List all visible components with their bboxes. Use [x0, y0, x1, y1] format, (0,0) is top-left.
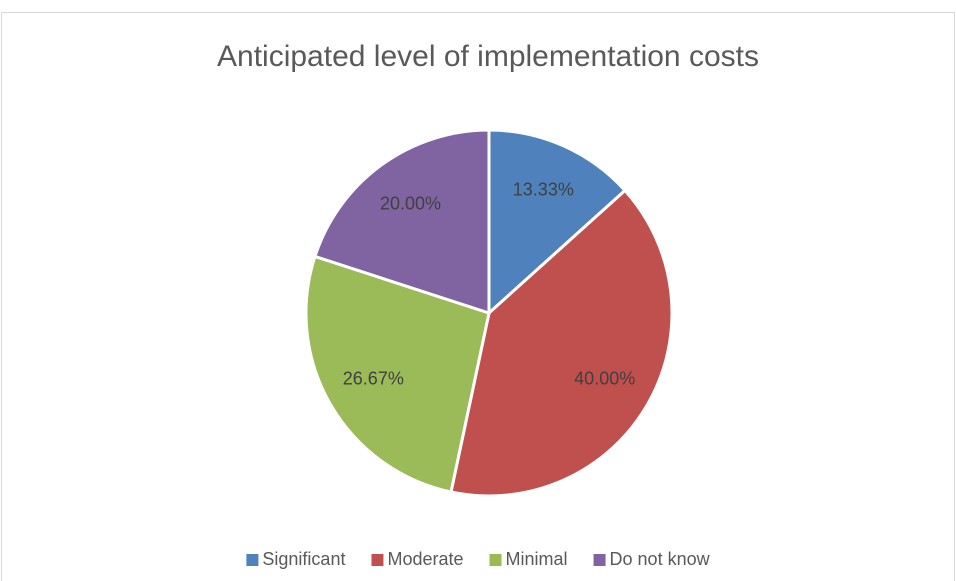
- pie-slice: [449, 188, 674, 498]
- chart-title: Anticipated level of implementation cost…: [217, 40, 759, 73]
- data-label: 40.00%: [574, 369, 635, 389]
- legend-label: Minimal: [506, 549, 568, 569]
- data-label: 20.00%: [380, 194, 441, 214]
- legend-swatch: [593, 554, 606, 566]
- data-label: 26.67%: [343, 369, 404, 389]
- legend-swatch: [489, 554, 502, 566]
- legend-swatch: [371, 554, 384, 566]
- pie-slice: [313, 128, 491, 316]
- data-label: 13.33%: [513, 180, 574, 200]
- legend-label: Moderate: [387, 549, 463, 569]
- legend-swatch: [246, 554, 259, 566]
- legend-label: Significant: [262, 549, 345, 569]
- pie-slice: [304, 254, 491, 494]
- legend-label: Do not know: [610, 549, 711, 569]
- pie-slice: [487, 128, 628, 317]
